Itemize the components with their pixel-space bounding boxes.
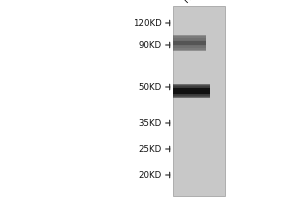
Text: 50KD: 50KD bbox=[139, 83, 162, 92]
Bar bbox=[173, 41, 206, 45]
Text: 20KD: 20KD bbox=[139, 170, 162, 180]
Text: 90KD: 90KD bbox=[139, 40, 162, 49]
Text: Heart: Heart bbox=[181, 0, 208, 4]
Text: 25KD: 25KD bbox=[139, 144, 162, 154]
Bar bbox=[173, 36, 206, 50]
Bar bbox=[173, 86, 210, 96]
Text: 120KD: 120KD bbox=[133, 19, 162, 27]
Bar bbox=[173, 35, 206, 51]
Bar bbox=[173, 40, 206, 46]
Text: 35KD: 35KD bbox=[139, 118, 162, 128]
Bar bbox=[173, 87, 210, 95]
Bar bbox=[172, 6, 225, 196]
Bar bbox=[173, 88, 210, 94]
Bar bbox=[173, 84, 210, 98]
Bar bbox=[173, 85, 210, 97]
Bar bbox=[173, 38, 206, 48]
